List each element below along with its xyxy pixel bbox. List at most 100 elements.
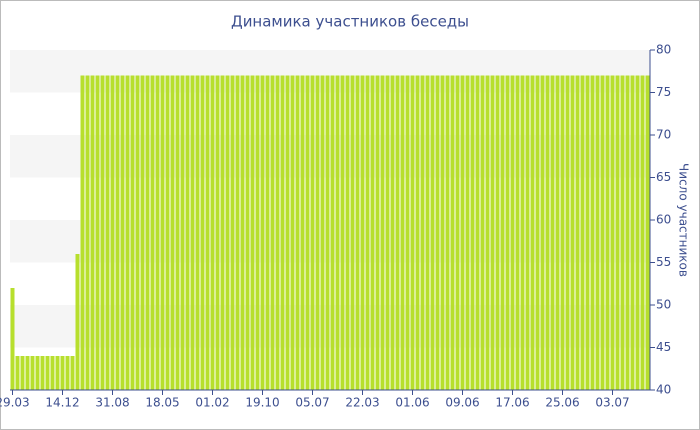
y-tick-label: 45 <box>656 340 671 354</box>
bar <box>620 75 625 390</box>
bar <box>185 75 190 390</box>
bar <box>240 75 245 390</box>
bar <box>250 75 255 390</box>
bar <box>295 75 300 390</box>
bar <box>85 75 90 390</box>
x-tick-label: 01.06 <box>395 396 429 410</box>
bar <box>480 75 485 390</box>
bar <box>485 75 490 390</box>
bar <box>375 75 380 390</box>
y-tick-label: 60 <box>656 213 671 227</box>
bar <box>570 75 575 390</box>
bar <box>25 356 30 390</box>
bar <box>340 75 345 390</box>
bar <box>615 75 620 390</box>
bar <box>600 75 605 390</box>
bar <box>590 75 595 390</box>
bar <box>400 75 405 390</box>
bar <box>90 75 95 390</box>
bar <box>145 75 150 390</box>
bar <box>460 75 465 390</box>
x-tick-label: 05.07 <box>295 396 329 410</box>
bar <box>335 75 340 390</box>
bar <box>565 75 570 390</box>
bar <box>255 75 260 390</box>
bar <box>210 75 215 390</box>
chart-title: Динамика участников беседы <box>231 13 469 31</box>
bar <box>230 75 235 390</box>
bar <box>470 75 475 390</box>
bar <box>125 75 130 390</box>
bar <box>630 75 635 390</box>
bar <box>395 75 400 390</box>
bar <box>40 356 45 390</box>
bar <box>190 75 195 390</box>
bar <box>380 75 385 390</box>
bar <box>540 75 545 390</box>
bar <box>20 356 25 390</box>
bar <box>260 75 265 390</box>
bar <box>80 75 85 390</box>
bar <box>560 75 565 390</box>
x-tick-label: 01.02 <box>195 396 229 410</box>
bar <box>580 75 585 390</box>
bar <box>515 75 520 390</box>
bar <box>330 75 335 390</box>
bar <box>535 75 540 390</box>
y-tick-label: 65 <box>656 170 671 184</box>
bar <box>105 75 110 390</box>
bar <box>420 75 425 390</box>
bar <box>180 75 185 390</box>
bar <box>610 75 615 390</box>
bar <box>45 356 50 390</box>
bar <box>595 75 600 390</box>
bar <box>495 75 500 390</box>
bar <box>410 75 415 390</box>
bar <box>95 75 100 390</box>
bar <box>50 356 55 390</box>
bar <box>270 75 275 390</box>
bar <box>555 75 560 390</box>
x-tick-label: 03.07 <box>595 396 629 410</box>
bar <box>300 75 305 390</box>
bar <box>150 75 155 390</box>
bar <box>60 356 65 390</box>
bar <box>500 75 505 390</box>
bar <box>220 75 225 390</box>
bar <box>625 75 630 390</box>
bar <box>635 75 640 390</box>
bar <box>370 75 375 390</box>
bar <box>345 75 350 390</box>
bar <box>390 75 395 390</box>
bar <box>225 75 230 390</box>
bar <box>120 75 125 390</box>
bar <box>325 75 330 390</box>
bar <box>465 75 470 390</box>
bar <box>640 75 645 390</box>
bar <box>350 75 355 390</box>
bar <box>285 75 290 390</box>
bar <box>435 75 440 390</box>
x-tick-label: 31.08 <box>95 396 129 410</box>
bar <box>30 356 35 390</box>
bar <box>35 356 40 390</box>
bar <box>645 75 650 390</box>
bar <box>165 75 170 390</box>
bar <box>235 75 240 390</box>
bar <box>110 75 115 390</box>
bar <box>415 75 420 390</box>
bar <box>130 75 135 390</box>
bar <box>520 75 525 390</box>
bar <box>320 75 325 390</box>
bar <box>200 75 205 390</box>
bar <box>525 75 530 390</box>
y-tick-label: 75 <box>656 85 671 99</box>
y-tick-label: 80 <box>656 43 671 57</box>
bar <box>585 75 590 390</box>
bar <box>100 75 105 390</box>
bar <box>310 75 315 390</box>
bar <box>155 75 160 390</box>
bar <box>575 75 580 390</box>
bar <box>195 75 200 390</box>
